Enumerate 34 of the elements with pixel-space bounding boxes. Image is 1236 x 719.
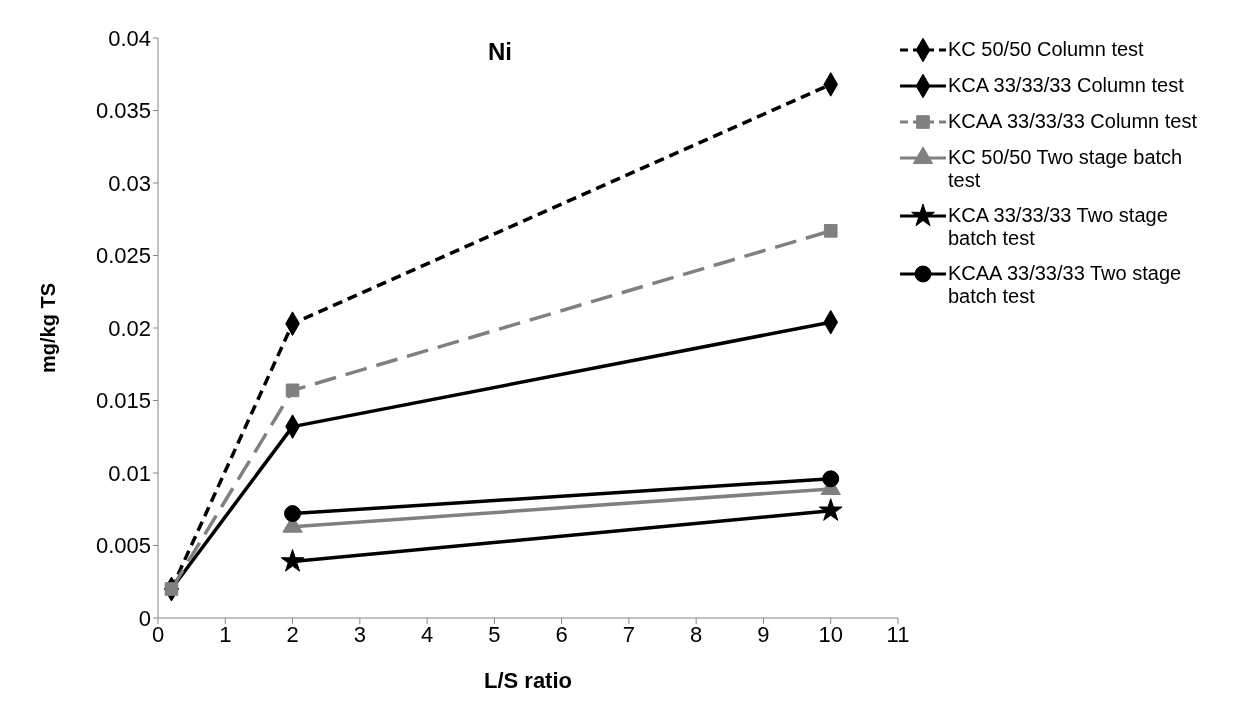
point [280, 549, 305, 572]
x-tick-label: 5 [488, 621, 501, 647]
y-tick-label: 0.02 [108, 315, 151, 341]
y-tick-label: 0.04 [108, 25, 151, 51]
point [164, 582, 179, 596]
point [818, 498, 843, 521]
x-tick-label: 2 [286, 621, 299, 647]
x-axis-title: L/S ratio [483, 668, 573, 693]
x-tick-label: 6 [555, 621, 568, 647]
legend-label: KC 50/50 Column test [948, 38, 1144, 61]
x-tick-label: 10 [818, 621, 843, 647]
y-tick-label: 0.03 [108, 170, 151, 196]
x-tick-label: 3 [353, 621, 366, 647]
point [823, 224, 838, 238]
y-tick-label: 0.035 [95, 98, 151, 124]
legend-label: KCA 33/33/33 Two stage batch test [948, 204, 1169, 250]
x-tick-label: 8 [690, 621, 703, 647]
legend-label: KC 50/50 Two stage batch test [948, 146, 1184, 192]
x-tick-label: 11 [886, 621, 910, 647]
chart-title: Ni [488, 38, 512, 66]
legend-label: KCA 33/33/33 Column test [948, 74, 1184, 97]
point [285, 383, 300, 398]
legend-label: KCAA 33/33/33 Two stage batch test [948, 262, 1183, 308]
x-tick-label: 7 [622, 621, 636, 647]
y-tick-label: 0.005 [95, 533, 151, 559]
x-tick-label: 9 [757, 621, 770, 647]
x-tick-label: 4 [420, 621, 434, 647]
y-axis-title: mg/kg TS [37, 282, 60, 374]
y-tick-label: 0.025 [95, 243, 151, 269]
legend-label: KCAA 33/33/33 Column test [948, 110, 1198, 133]
y-tick-label: 0.01 [108, 460, 151, 486]
y-tick-label: 0 [138, 605, 151, 631]
x-tick-label: 1 [219, 621, 232, 647]
y-tick-label: 0.015 [95, 388, 151, 414]
